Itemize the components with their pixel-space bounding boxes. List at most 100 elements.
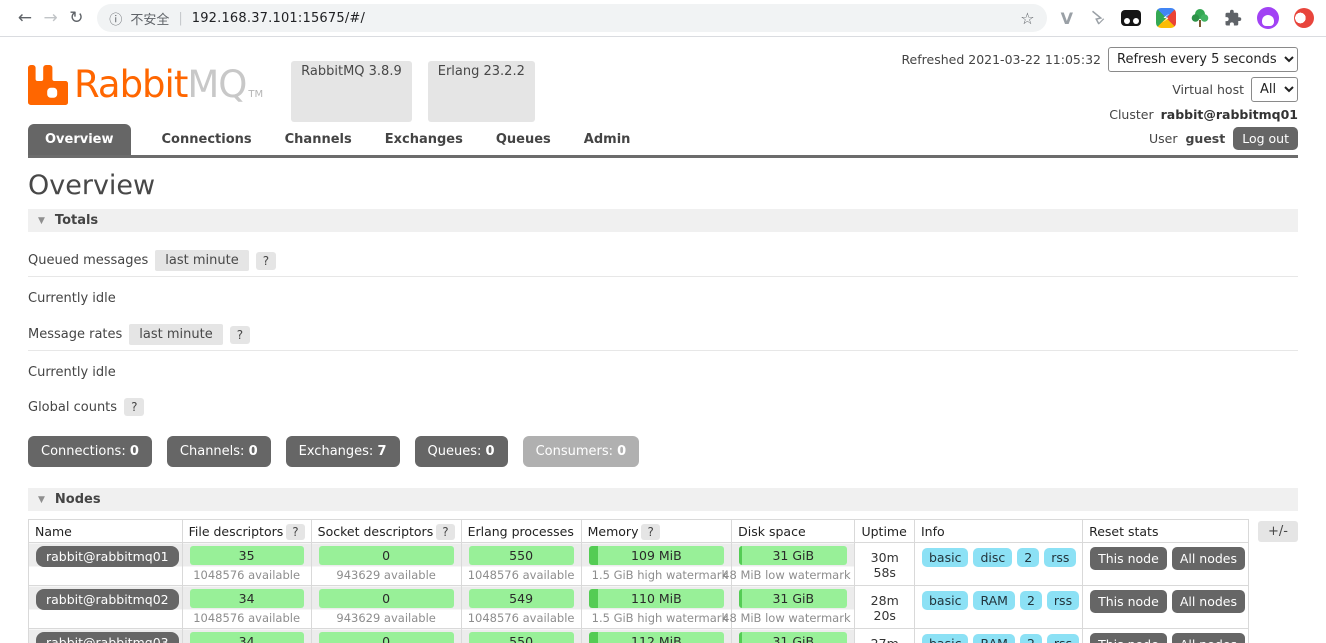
proc-available: 1048576 available [467,568,575,582]
nodes-section-header[interactable]: ▼ Nodes [28,488,1298,511]
global-counts-help-icon[interactable]: ? [124,398,145,416]
message-rates-label: Message rates [28,327,123,342]
puzzle-extensions-icon[interactable] [1224,9,1242,27]
info-badge-basic: basic [922,634,969,643]
proc-bar: 549 [468,589,574,608]
rates-period-badge[interactable]: last minute [129,324,223,345]
connections-count-button[interactable]: Connections: 0 [28,436,152,467]
reset-all-nodes-button[interactable]: All nodes [1171,590,1245,613]
info-badge-storage: RAM [973,634,1015,643]
reload-icon[interactable]: ↻ [69,8,84,28]
proc-available: 1048576 available [467,611,575,625]
fd-available: 1048576 available [193,568,301,582]
colorful-extension-icon[interactable]: ⚡ [1156,8,1177,28]
tab-overview[interactable]: Overview [28,124,131,155]
totals-section-header[interactable]: ▼ Totals [28,209,1298,232]
queued-idle-text: Currently idle [28,291,116,306]
tab-exchanges[interactable]: Exchanges [384,132,463,147]
proc-bar: 550 [468,546,574,565]
disk-watermark: 48 MiB low watermark [722,611,851,625]
col-socket-descriptors: Socket descriptors? [310,519,462,543]
message-rates-row: Message rates last minute ? [28,319,1298,351]
rabbitmq-version-badge: RabbitMQ 3.8.9 [291,61,412,122]
uptime-value: 30m 58s [870,550,899,580]
reset-this-node-button[interactable]: This node [1090,633,1167,643]
disk-watermark: 48 MiB low watermark [722,568,851,582]
virtual-host-select[interactable]: All [1251,77,1298,102]
cluster-name: rabbit@rabbitmq01 [1160,107,1298,122]
col-info: Info [913,519,1084,543]
tab-channels[interactable]: Channels [284,132,352,147]
v-extension-icon[interactable]: V [1060,8,1074,28]
tab-admin[interactable]: Admin [583,132,631,147]
global-counts-row: Global counts ? [28,393,1298,421]
sd-bar: 0 [318,632,454,643]
queued-period-badge[interactable]: last minute [155,250,249,271]
goggles-extension-icon[interactable] [1121,10,1142,26]
logout-button[interactable]: Log out [1233,127,1298,150]
info-badges: basic RAM 2 rss [918,588,1080,610]
url-text[interactable]: 192.168.37.101:15675/#/ [191,10,366,26]
tab-connections[interactable]: Connections [161,132,252,147]
user-box: User guest Log out [1149,127,1298,155]
exchanges-count-button[interactable]: Exchanges: 7 [285,436,400,467]
disk-bar: 31 GiB [739,632,848,643]
fd-bar: 35 [189,546,304,565]
not-secure-label[interactable]: 不安全 [130,12,170,28]
profile-avatar[interactable] [1257,7,1280,29]
rates-help-icon[interactable]: ? [229,325,251,344]
nodes-table-header-row: Name File descriptors? Socket descriptor… [28,519,1250,543]
masthead-spacer [535,47,902,122]
nodes-section-title: Nodes [54,492,101,507]
rabbitmq-brand[interactable]: RabbitMQ TM [28,47,263,122]
node-name-link[interactable]: rabbit@rabbitmq03 [36,632,179,643]
info-icon[interactable]: ⓘ [109,12,123,28]
sd-bar: 0 [318,589,454,608]
channels-count-button[interactable]: Channels: 0 [166,436,271,467]
info-badges: basic disc 2 rss [918,545,1079,567]
info-badge-count: 2 [1019,634,1042,643]
info-badge-basic: basic [922,591,969,610]
url-separator: | [178,10,183,26]
back-icon[interactable]: ← [17,8,32,28]
reset-all-nodes-button[interactable]: All nodes [1171,633,1245,643]
bookmark-star-icon[interactable]: ☆ [1020,8,1035,28]
memory-watermark: 1.5 GiB high watermark [591,568,729,582]
address-bar[interactable]: ⓘ 不安全 | 192.168.37.101:15675/#/ ☆ [97,4,1047,32]
masthead: RabbitMQ TM RabbitMQ 3.8.9 Erlang 23.2.2 … [28,47,1298,122]
tree-extension-icon[interactable] [1191,8,1209,28]
queued-messages-label: Queued messages [28,253,149,268]
sd-bar: 0 [318,546,454,565]
reset-this-node-button[interactable]: This node [1090,547,1167,570]
uptime-value: 27m 26s [858,631,911,643]
refresh-interval-select[interactable]: Refresh every 5 seconds [1108,47,1298,72]
queues-count-button[interactable]: Queues: 0 [414,436,508,467]
memory-help-icon[interactable]: ? [641,523,660,540]
reset-all-nodes-button[interactable]: All nodes [1171,547,1245,570]
tab-queues[interactable]: Queues [495,132,551,147]
browser-toolbar: ← → ↻ ⓘ 不安全 | 192.168.37.101:15675/#/ ☆ … [0,0,1326,37]
reset-stats-buttons: This node All nodes [1086,545,1245,570]
extensions-area: V ⚡ [1060,7,1315,29]
reset-this-node-button[interactable]: This node [1090,590,1167,613]
fd-help-icon[interactable]: ? [286,523,305,540]
forward-icon[interactable]: → [43,8,58,28]
cursor-extension-icon[interactable] [1088,9,1106,27]
version-badges: RabbitMQ 3.8.9 Erlang 23.2.2 [291,61,535,122]
virtual-host-label: Virtual host [1172,82,1244,97]
sd-help-icon[interactable]: ? [436,523,455,540]
global-count-buttons: Connections: 0 Channels: 0 Exchanges: 7 … [28,436,1298,467]
node-name-link[interactable]: rabbit@rabbitmq01 [36,546,179,567]
node-name-link[interactable]: rabbit@rabbitmq02 [36,589,179,610]
rates-idle-text: Currently idle [28,365,116,380]
col-erlang-processes: Erlang processes [460,519,582,543]
red-circle-icon[interactable] [1294,8,1315,28]
cluster-label: Cluster [1109,107,1154,122]
info-badge-rss: rss [1044,548,1077,567]
info-badges: basic RAM 2 rss [918,631,1080,643]
info-badge-count: 2 [1017,548,1040,567]
info-badge-storage: disc [973,548,1013,567]
queued-help-icon[interactable]: ? [255,251,277,270]
columns-plus-minus-button[interactable]: +/- [1258,521,1298,542]
